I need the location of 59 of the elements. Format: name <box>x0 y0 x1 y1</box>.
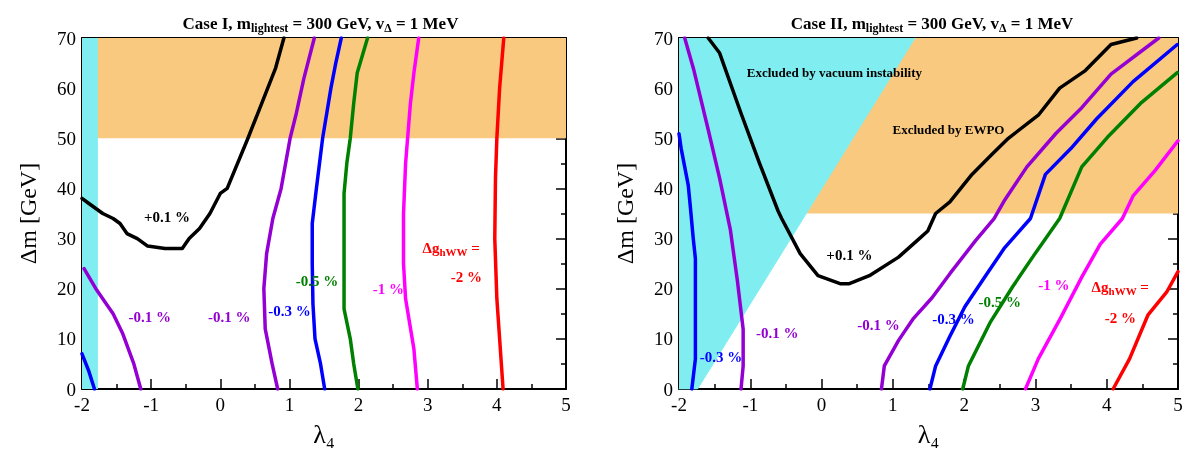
x-tick-label: -1 <box>143 394 160 415</box>
line-series <box>682 36 745 391</box>
x-tick-label: 2 <box>959 394 969 415</box>
x-axis-title: λ₄ <box>313 419 335 449</box>
y-tick-label: 60 <box>654 77 673 99</box>
line-series <box>262 36 317 391</box>
line-series <box>342 36 370 391</box>
line-series <box>1023 139 1180 391</box>
x-tick-label: -2 <box>671 394 687 415</box>
x-tick-label: 4 <box>1101 394 1112 415</box>
y-tick-label: 20 <box>57 278 76 300</box>
x-tick-label: 0 <box>215 394 226 415</box>
x-axis-title: λ₄ <box>917 419 940 449</box>
y-tick-label: 30 <box>57 228 76 250</box>
annotation: Excluded by vacuum instability <box>746 65 923 81</box>
x-tick-label: 0 <box>816 394 827 415</box>
series-label: -0.1 % <box>857 316 900 333</box>
y-axis-title: Δm [GeV] <box>612 162 638 265</box>
y-tick-label: 40 <box>654 177 673 199</box>
y-tick-label: 60 <box>57 77 76 99</box>
y-tick-label: 70 <box>654 27 673 49</box>
x-tick-label: 1 <box>284 394 295 415</box>
series-label: -2 % <box>450 269 483 286</box>
series-label: +0.1 % <box>826 247 873 264</box>
x-tick-label: 1 <box>888 394 898 415</box>
x-tick-label: 3 <box>1030 394 1041 415</box>
series-label: -1 % <box>372 280 404 297</box>
y-tick-label: 30 <box>654 228 673 250</box>
series-label: -1 % <box>1038 276 1070 293</box>
series-label: -2 % <box>1104 310 1136 327</box>
y-tick-label: 50 <box>57 127 76 149</box>
x-tick-label: 3 <box>422 394 433 415</box>
y-tick-label: 70 <box>57 27 76 49</box>
annotation: Excluded by EWPO <box>892 122 1005 138</box>
line-series <box>677 132 698 391</box>
x-tick-label: 5 <box>1173 394 1183 415</box>
series-label: -0.3 % <box>268 302 311 319</box>
y-tick-label: 10 <box>654 328 673 350</box>
x-tick-label: 4 <box>492 394 503 415</box>
x-tick-label: 2 <box>353 394 364 415</box>
y-tick-label: 10 <box>57 328 76 350</box>
y-axis-title: Δm [GeV] <box>15 162 41 265</box>
y-tick-label: 0 <box>663 378 673 400</box>
line-series <box>493 36 506 391</box>
y-tick-label: 50 <box>654 127 673 149</box>
series-label: -0.1 % <box>756 324 799 341</box>
series-label: -0.1 % <box>128 309 172 326</box>
series-label: +0.1 % <box>144 208 191 225</box>
x-tick-label: 5 <box>561 394 571 415</box>
line-series <box>401 36 421 391</box>
series-label: -0.3 % <box>699 348 743 365</box>
series-label: -0.3 % <box>932 310 975 327</box>
y-tick-label: 0 <box>66 378 76 400</box>
x-tick-label: -1 <box>742 394 759 415</box>
y-tick-label: 40 <box>57 177 76 199</box>
series-label: -0.1 % <box>208 309 251 326</box>
y-tick-label: 20 <box>654 278 673 300</box>
x-tick-label: -2 <box>74 394 90 415</box>
line-series <box>960 70 1180 391</box>
